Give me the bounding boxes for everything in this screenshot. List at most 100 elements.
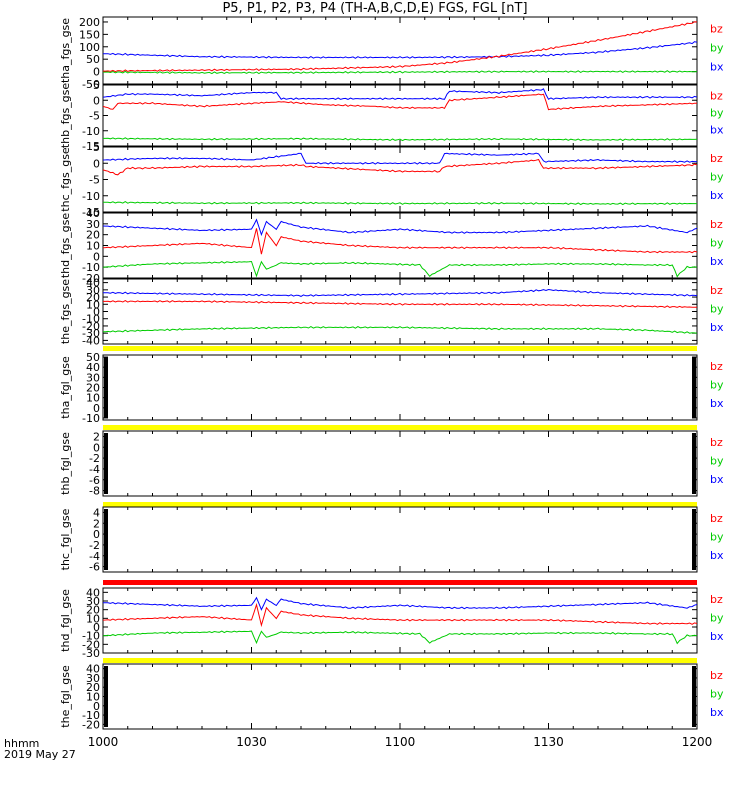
y-tick-label: 20 [86,291,100,304]
edge-data-block-left [104,509,108,570]
legend-bz: bz [710,152,723,165]
legend-by: by [710,42,724,55]
y-tick-label: 2 [93,430,100,443]
time-axis-caption: hhmm 2019 May 27 [4,738,76,760]
series-bx [103,88,697,101]
series-bz [103,93,697,111]
x-tick-label: 1100 [385,735,416,749]
y-tick-label: 40 [86,663,100,676]
y-axis-label: thb_fgl_gse [59,432,72,495]
quality-flag-bar [103,580,697,585]
y-tick-label: -30 [82,647,100,660]
y-axis-label: thd_fgl_gse [59,589,72,652]
y-tick-label: 100 [79,41,100,54]
y-tick-label: 50 [86,351,100,364]
y-tick-label: -5 [89,174,100,187]
legend-bz: bz [710,512,723,525]
y-tick-label: 30 [86,672,100,685]
panel-thc_fgs_gse: -15 -10 -5 0 5 thc_fgs_gse bz by bx [59,141,724,219]
x-tick-label: 1000 [88,735,119,749]
panel-frame [102,84,698,147]
x-tick-label: 1130 [533,735,564,749]
y-axis-label: thc_fgl_gse [59,508,72,570]
series-bz [103,21,697,73]
legend-by: by [710,303,724,316]
panel-frame [102,587,698,654]
series-bz [103,602,697,628]
y-tick-label: -15 [82,140,100,153]
y-tick-label: 20 [86,604,100,617]
legend-by: by [710,171,724,184]
legend-bz: bz [710,360,723,373]
series-by [103,260,697,278]
legend-by: by [710,455,724,468]
series-by [103,201,697,206]
y-tick-label: 20 [86,382,100,395]
y-tick-label: -8 [89,485,100,498]
quality-flag-bar [103,502,697,507]
y-tick-label: 30 [86,218,100,231]
y-tick-label: 40 [86,277,100,290]
legend-by: by [710,237,724,250]
y-tick-label: 0 [93,157,100,170]
series-by [103,137,697,142]
legend-bz: bz [710,593,723,606]
y-tick-label: 30 [86,595,100,608]
series-by [103,70,697,75]
y-tick-label: -30 [82,327,100,340]
y-tick-label: -6 [89,474,100,487]
legend-bx: bx [710,397,724,410]
legend-bx: bx [710,706,724,719]
series-bx [103,41,697,59]
series-bx [103,152,697,165]
y-tick-label: 20 [86,229,100,242]
x-tick-label: 1200 [682,735,713,749]
y-tick-label: 2 [93,517,100,530]
legend-bx: bx [710,124,724,137]
y-axis-label: thd_fgs_gse [59,213,72,279]
y-tick-label: 40 [86,586,100,599]
y-tick-label: -20 [82,718,100,731]
panel-thb_fgl_gse: -8-6-4-202 thb_fgl_gse bz by bx [59,430,724,497]
y-tick-label: -10 [82,412,100,425]
y-axis-label: tha_fgl_gse [59,356,72,419]
legend-bx: bx [710,189,724,202]
y-tick-label: -10 [82,125,100,138]
panel-frame [102,278,698,345]
legend-by: by [710,107,724,120]
y-tick-label: -15 [82,206,100,219]
legend-bz: bz [710,218,723,231]
quality-flag-bar [103,658,697,663]
legend-bx: bx [710,255,724,268]
y-tick-label: 40 [86,207,100,220]
legend-bx: bx [710,321,724,334]
y-tick-label: 5 [93,79,100,92]
edge-data-block-right [692,433,696,494]
edge-data-block-left [104,433,108,494]
legend-bx: bx [710,61,724,74]
y-tick-label: -40 [82,334,100,347]
y-tick-label: 30 [86,284,100,297]
y-tick-label: 20 [86,681,100,694]
legend-bz: bz [710,90,723,103]
panel-frame [102,506,698,573]
legend-by: by [710,688,724,701]
legend-bz: bz [710,436,723,449]
y-tick-label: 40 [86,361,100,374]
y-tick-label: 10 [86,612,100,625]
series-bz [103,300,697,308]
y-tick-label: 0 [93,94,100,107]
y-tick-label: -2 [89,539,100,552]
y-tick-label: 0 [93,700,100,713]
x-tick-label: 1030 [236,735,267,749]
y-tick-label: -10 [82,709,100,722]
time-unit-label: hhmm [4,737,40,750]
y-tick-label: -10 [82,190,100,203]
y-tick-label: -2 [89,452,100,465]
